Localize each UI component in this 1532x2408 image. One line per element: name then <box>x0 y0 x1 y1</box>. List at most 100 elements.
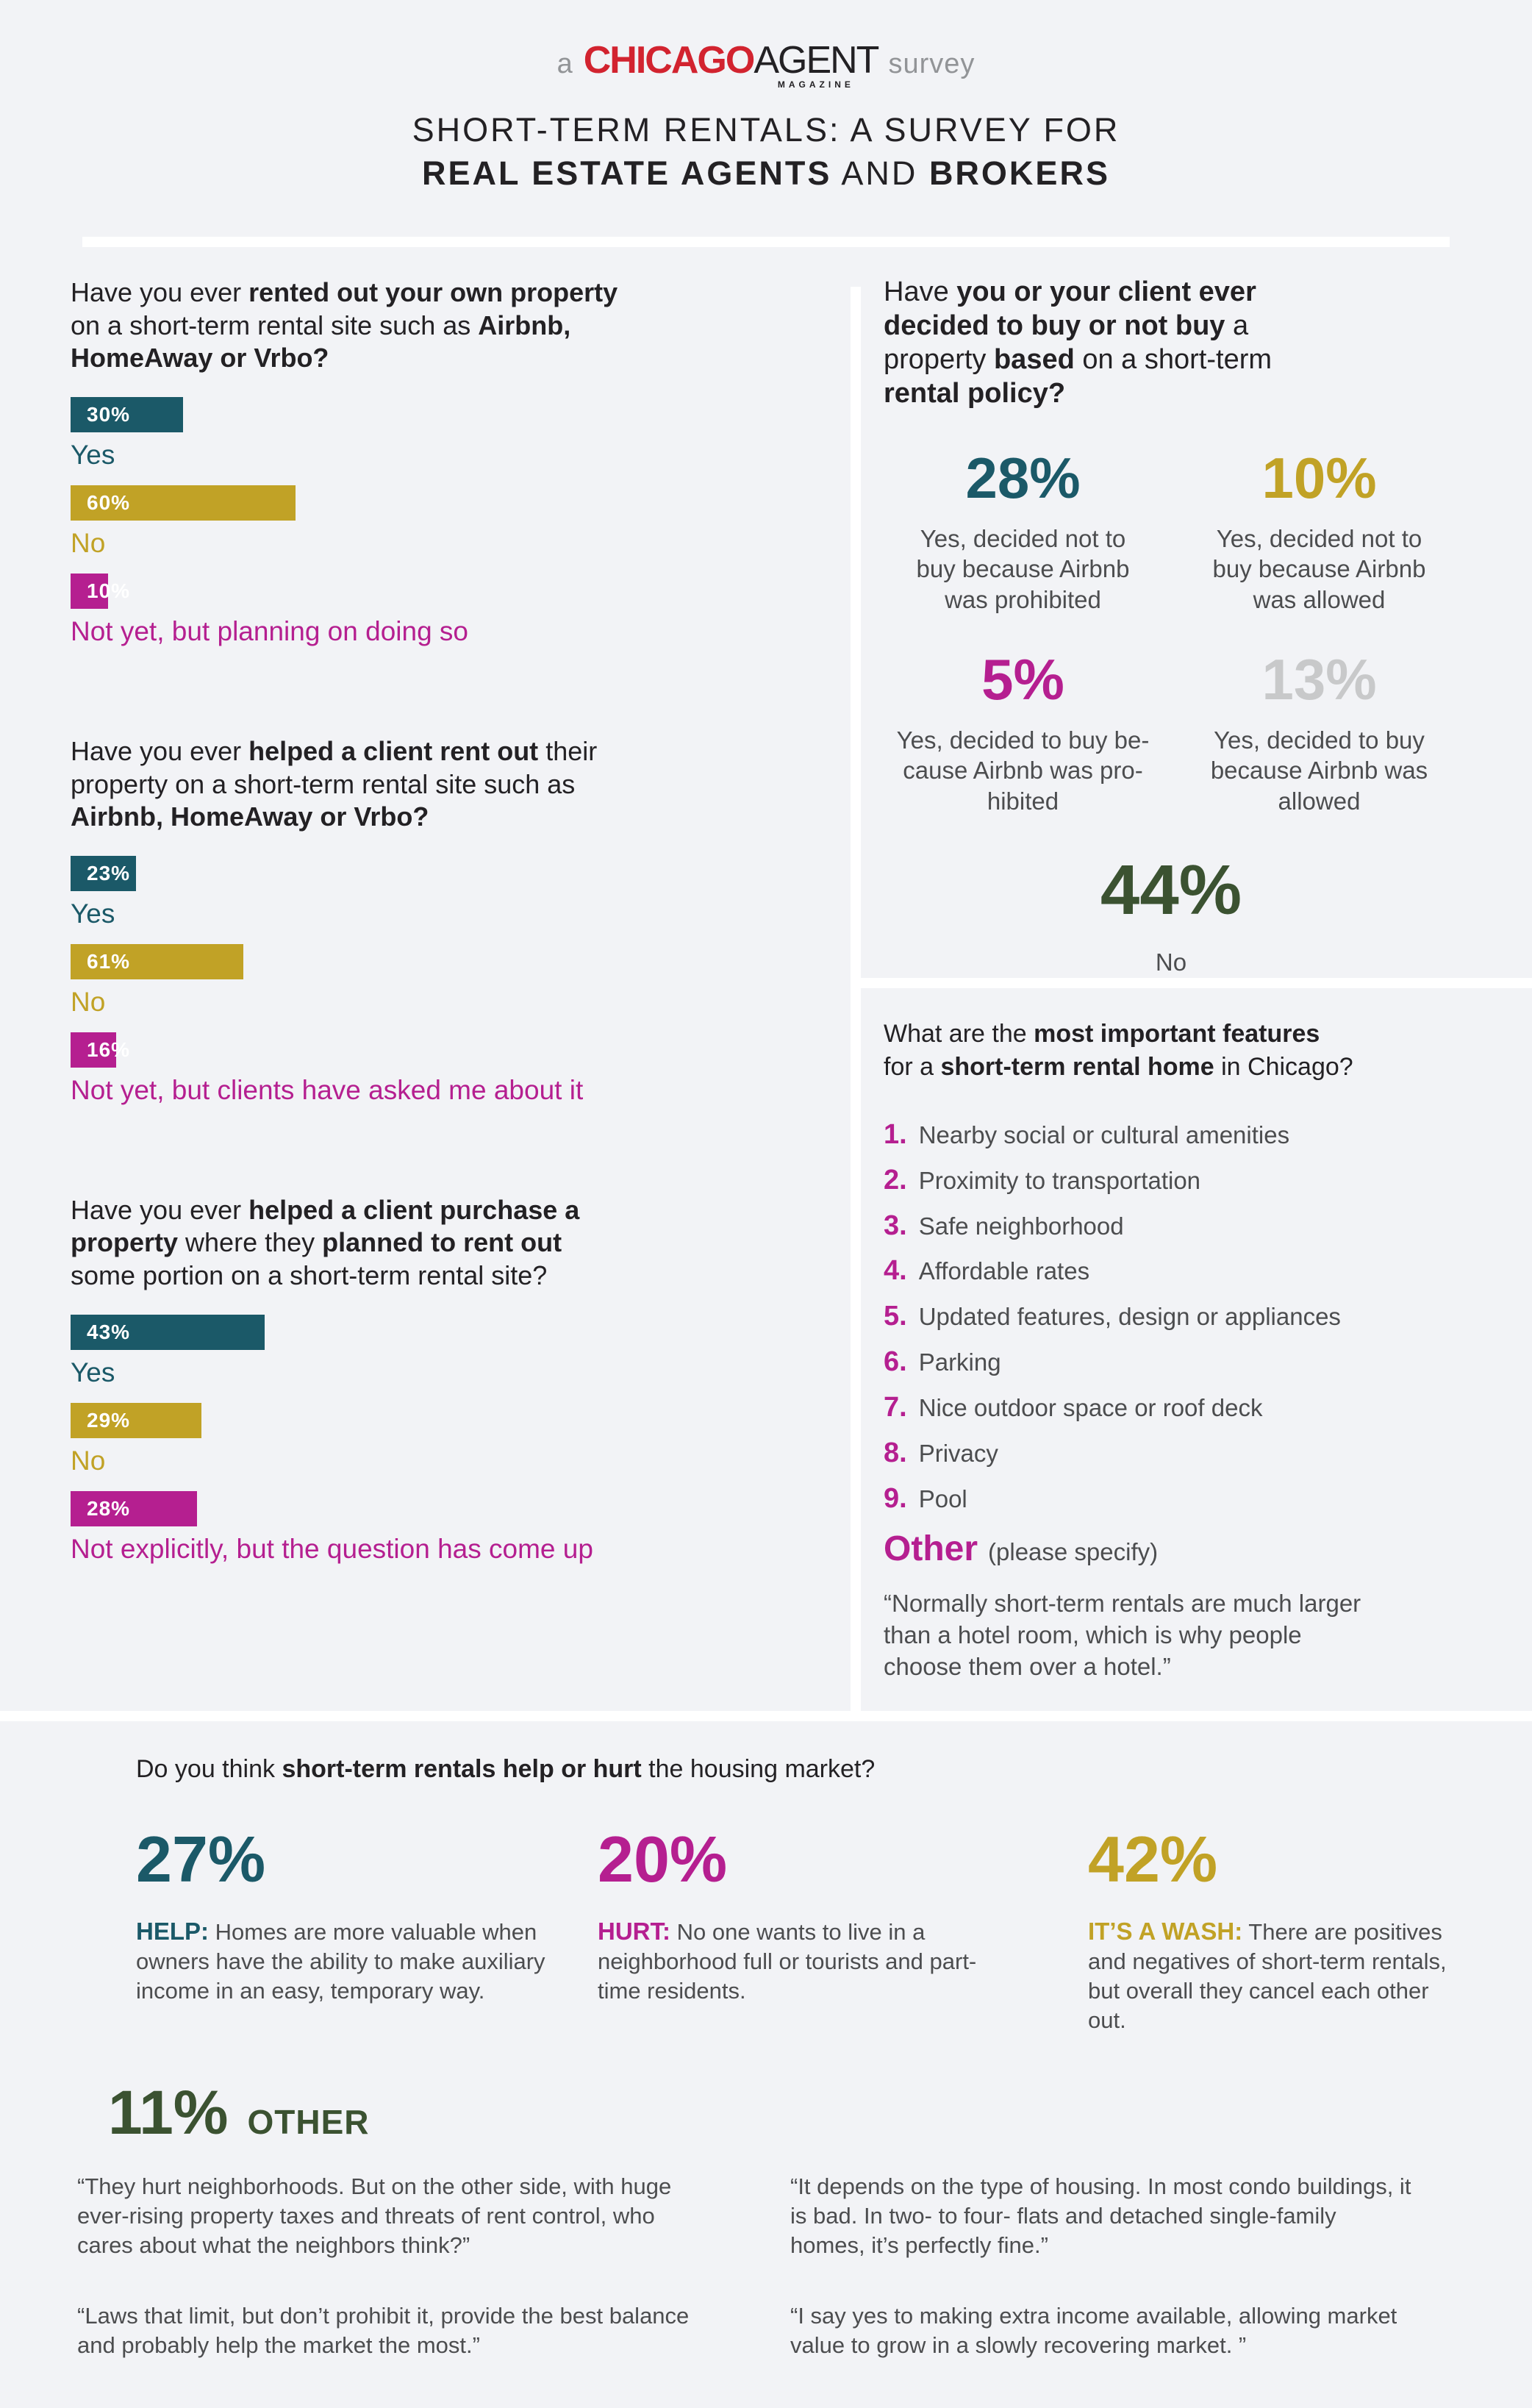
list-item: 3. Safe neighborhood <box>884 1210 1458 1243</box>
stat-value: 10% <box>1261 445 1377 510</box>
logo-suffix: survey <box>888 49 976 79</box>
bar-category-label: Yes <box>71 439 115 470</box>
stat-text: There are positives and negatives of sho… <box>1088 1919 1447 2033</box>
bar-category-label: Not explicitly, but the question has com… <box>71 1533 593 1564</box>
bar-yes: 43% <box>71 1314 265 1350</box>
features-list: 1. Nearby social or cultural amenities 2.… <box>884 1119 1458 1515</box>
feature-text: Proximity to transportation <box>918 1166 1201 1194</box>
column-divider <box>851 287 861 1711</box>
list-item: 2. Proximity to transportation <box>884 1165 1458 1197</box>
page-title-line1: SHORT-TERM RENTALS: A SURVEY FOR <box>412 111 1120 149</box>
bar-value-label: 23% <box>87 861 131 885</box>
main-columns: Have you ever rented out your own proper… <box>0 247 1532 1711</box>
feature-rank: 7. <box>884 1392 907 1423</box>
question-rented-own-property: Have you ever rented out your own proper… <box>71 277 618 374</box>
features-other-quote: “Normally short-term rentals are much la… <box>884 1589 1361 1680</box>
question-helped-client-rent: Have you ever helped a client rent out t… <box>71 735 598 832</box>
list-item: 4. Affordable rates <box>884 1255 1458 1287</box>
bar-value-label: 10% <box>87 579 131 602</box>
stat-not-buy-prohibited: 28% Yes, decided not to buy because Airb… <box>884 445 1162 615</box>
stat-caption: Yes, decided not to buy because Airbnb w… <box>1212 524 1426 614</box>
feature-text: Updated features, design or appliances <box>918 1303 1341 1331</box>
other-note: (please specify) <box>988 1537 1159 1565</box>
other-quotes: “They hurt neighborhoods. But on the oth… <box>77 2172 1532 2401</box>
features-section: What are the most important features for … <box>861 988 1532 1682</box>
bar-no: 61% <box>71 943 244 979</box>
chart-helped-client-rent: 23% Yes 61% No 16% Not yet, but clients … <box>71 855 809 1106</box>
chart-rented-own-property: 30% Yes 60% No 10% Not yet, but planning… <box>71 396 809 647</box>
list-item: 1. Nearby social or cultural amenities <box>884 1119 1458 1151</box>
stat-label: HURT: <box>598 1918 670 1945</box>
bar-value-label: 43% <box>87 1320 131 1343</box>
feature-text: Safe neighborhood <box>918 1212 1124 1240</box>
bar-category-label: No <box>71 986 106 1017</box>
stat-description: HURT: No one wants to live in a neighbor… <box>598 1916 1009 2006</box>
bar-not-explicitly: 28% <box>71 1490 197 1526</box>
feature-rank: 9. <box>884 1482 907 1514</box>
stat-value: 42% <box>1088 1823 1218 1896</box>
stat-caption: Yes, decided to buy be- cause Airbnb was… <box>896 726 1150 815</box>
bar-category-label: Yes <box>71 1357 115 1387</box>
bar-value-label: 60% <box>87 490 131 514</box>
list-item: 5. Updated features, design or appliances <box>884 1301 1458 1333</box>
buy-decision-section: Have you or your client ever decided to b… <box>861 247 1532 978</box>
header: a CHICAGO AGENT MAGAZINE survey SHORT-TE… <box>0 0 1532 237</box>
bar-no: 29% <box>71 1402 202 1438</box>
right-column: Have you or your client ever decided to b… <box>861 247 1532 1711</box>
bottom-section-divider <box>0 1711 1532 1721</box>
help-or-hurt-stats: 27% HELP: Homes are more valuable when o… <box>136 1822 1532 2034</box>
stat-value: 13% <box>1261 646 1377 712</box>
logo-agent: AGENT <box>754 39 879 82</box>
quote: “I say yes to making extra income availa… <box>790 2303 1397 2359</box>
chart-helped-client-purchase: 43% Yes 29% No 28% Not explicitly, but t… <box>71 1314 809 1565</box>
feature-rank: 4. <box>884 1255 907 1287</box>
logo-brand: CHICAGO AGENT MAGAZINE <box>584 38 880 90</box>
feature-text: Nearby social or cultural amenities <box>918 1121 1290 1148</box>
logo-agent-stack: AGENT MAGAZINE <box>754 38 879 90</box>
question-help-or-hurt: Do you think short-term rentals help or … <box>136 1755 876 1783</box>
stat-not-buy-allowed: 10% Yes, decided not to buy because Airb… <box>1180 445 1458 615</box>
stat-no: 44% No <box>884 850 1458 978</box>
stat-caption: No <box>1155 948 1187 976</box>
stat-value: 44% <box>1100 851 1242 930</box>
bar-category-label: Yes <box>71 898 115 929</box>
bar-value-label: 30% <box>87 402 131 426</box>
logo-magazine-sub: MAGAZINE <box>777 79 854 90</box>
stat-help: 27% HELP: Homes are more valuable when o… <box>136 1822 598 2034</box>
bar-value-label: 61% <box>87 949 131 973</box>
list-item: 9. Pool <box>884 1483 1458 1515</box>
page-title: SHORT-TERM RENTALS: A SURVEY FOR REAL ES… <box>0 109 1532 195</box>
bar-not-yet: 16% <box>71 1032 129 1068</box>
bar-category-label: Not yet, but clients have asked me about… <box>71 1074 584 1105</box>
feature-rank: 6. <box>884 1346 907 1378</box>
stat-wash: 42% IT’S A WASH: There are positives and… <box>1088 1822 1500 2034</box>
stat-text: Homes are more valuable when owners have… <box>136 1919 545 2004</box>
right-section-divider <box>861 978 1532 988</box>
bar-value-label: 28% <box>87 1496 131 1520</box>
feature-text: Privacy <box>918 1439 998 1467</box>
list-item: 7. Nice outdoor space or roof deck <box>884 1392 1458 1424</box>
stat-value: 5% <box>981 646 1064 712</box>
feature-rank: 3. <box>884 1210 907 1241</box>
question-helped-client-purchase: Have you ever helped a client purchase a… <box>71 1194 580 1290</box>
stat-caption: Yes, decided to buy because Airbnb was a… <box>1210 726 1428 815</box>
feature-text: Parking <box>918 1348 1001 1376</box>
logo-prefix: a <box>556 49 573 79</box>
stat-label: HELP: <box>136 1918 209 1945</box>
feature-text: Pool <box>918 1485 967 1512</box>
stat-label: IT’S A WASH: <box>1088 1918 1243 1945</box>
question-buy-decision: Have you or your client ever decided to b… <box>884 276 1273 409</box>
question-important-features: What are the most important features for … <box>884 1020 1353 1081</box>
stat-description: IT’S A WASH: There are positives and neg… <box>1088 1916 1470 2034</box>
feature-text: Affordable rates <box>918 1257 1090 1285</box>
left-column: Have you ever rented out your own proper… <box>0 247 851 1711</box>
quotes-column-left: “They hurt neighborhoods. But on the oth… <box>77 2172 695 2401</box>
bar-category-label: No <box>71 527 106 558</box>
feature-rank: 5. <box>884 1301 907 1332</box>
feature-text: Nice outdoor space or roof deck <box>918 1394 1263 1422</box>
quote: “It depends on the type of housing. In m… <box>790 2173 1411 2259</box>
stat-value: 27% <box>136 1823 266 1896</box>
other-label: Other <box>884 1529 978 1568</box>
feature-rank: 2. <box>884 1164 907 1196</box>
